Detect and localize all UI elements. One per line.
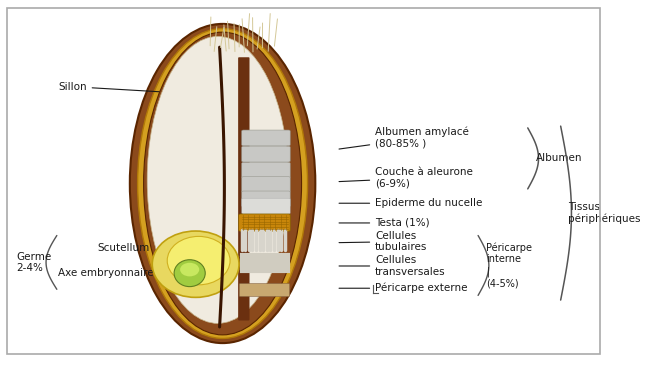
- Text: Péricarpe externe: Péricarpe externe: [339, 283, 467, 294]
- Text: Axe embryonnaire: Axe embryonnaire: [58, 268, 199, 278]
- FancyBboxPatch shape: [242, 146, 290, 162]
- Ellipse shape: [180, 263, 200, 276]
- Text: Tissus
périphériques: Tissus périphériques: [568, 202, 640, 224]
- Text: Scutellum: Scutellum: [97, 243, 199, 253]
- Ellipse shape: [174, 260, 205, 287]
- Ellipse shape: [138, 29, 307, 338]
- Ellipse shape: [152, 231, 239, 297]
- FancyBboxPatch shape: [239, 214, 290, 231]
- FancyBboxPatch shape: [242, 191, 290, 207]
- FancyBboxPatch shape: [239, 284, 290, 297]
- Ellipse shape: [147, 36, 289, 323]
- FancyBboxPatch shape: [242, 162, 290, 178]
- Text: Germe
2-4%: Germe 2-4%: [16, 252, 51, 273]
- Text: Sillon: Sillon: [58, 82, 223, 95]
- Text: Cellules
transversales: Cellules transversales: [339, 255, 446, 277]
- Text: Cellules
tubulaires: Cellules tubulaires: [339, 231, 428, 252]
- Text: Testa (1%): Testa (1%): [339, 218, 430, 228]
- FancyBboxPatch shape: [242, 177, 290, 192]
- FancyBboxPatch shape: [242, 198, 290, 214]
- Text: Epiderme du nucelle: Epiderme du nucelle: [339, 198, 482, 208]
- Ellipse shape: [130, 24, 315, 343]
- Ellipse shape: [144, 32, 302, 335]
- Text: Couche à aleurone
(6-9%): Couche à aleurone (6-9%): [339, 167, 473, 189]
- Text: Albumen: Albumen: [536, 153, 582, 163]
- Text: Péricarpe
interne
|
(4-5%): Péricarpe interne | (4-5%): [486, 242, 532, 288]
- Text: Albumen amylacé
(80-85% ): Albumen amylacé (80-85% ): [339, 127, 469, 149]
- FancyBboxPatch shape: [238, 57, 250, 320]
- Ellipse shape: [167, 236, 230, 285]
- FancyBboxPatch shape: [242, 130, 290, 146]
